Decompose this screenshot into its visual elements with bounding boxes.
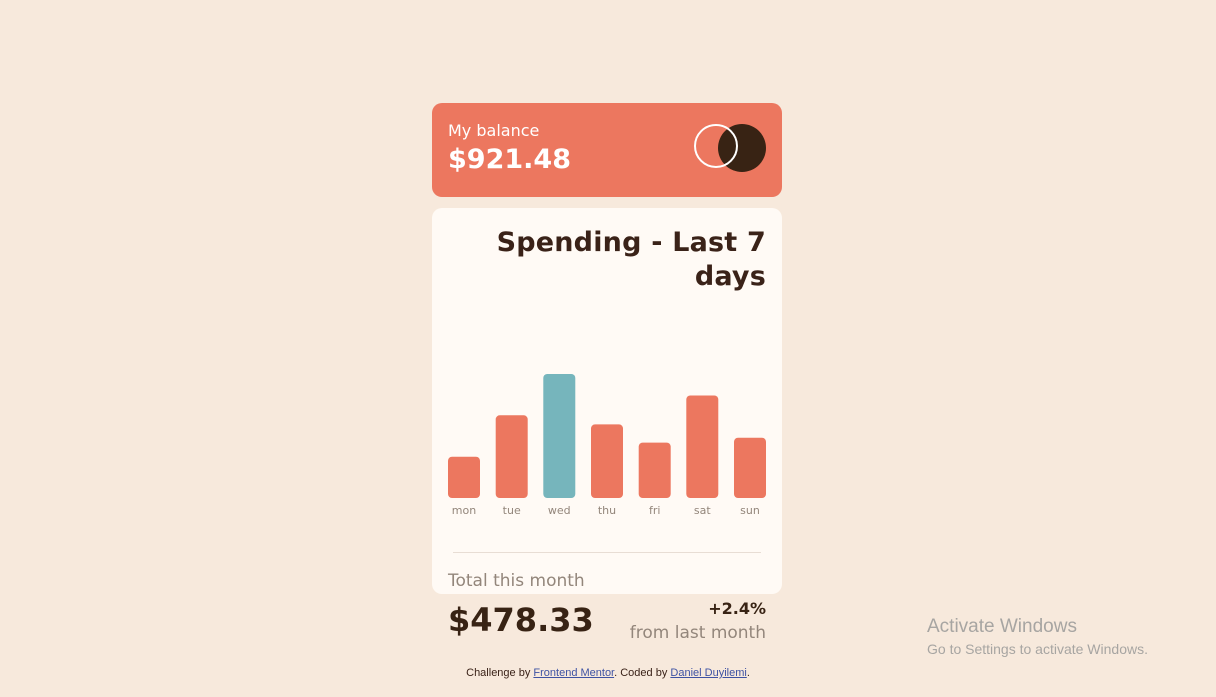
attribution-suffix: . bbox=[746, 667, 750, 679]
spending-title: Spending - Last 7 days bbox=[496, 227, 766, 292]
author-link[interactable]: Daniel Duyilemi bbox=[670, 667, 747, 679]
spending-card: Spending - Last 7 days mon tue wed thu fri sa… bbox=[432, 208, 782, 643]
balance-amount: $921.48 bbox=[448, 144, 571, 175]
windows-activation-watermark: Activate Windows Go to Settings to activ… bbox=[927, 616, 1148, 660]
attribution: Challenge by Frontend Mentor. Coded by D… bbox=[0, 667, 1216, 679]
change-summary: +2.4% from last month bbox=[630, 597, 766, 645]
frontend-mentor-link[interactable]: Frontend Mentor bbox=[533, 667, 615, 679]
day-label-thu: thu bbox=[598, 504, 616, 517]
bar-tue[interactable] bbox=[495, 415, 528, 498]
bar-sat[interactable] bbox=[686, 395, 719, 499]
total-amount: $478.33 bbox=[448, 601, 594, 639]
total-label: Total this month bbox=[448, 571, 585, 591]
day-label-wed: wed bbox=[548, 504, 571, 517]
total-row: $478.33 +2.4% from last month bbox=[448, 597, 766, 657]
expenses-widget: My balance $921.48 Spending - Last 7 day… bbox=[432, 103, 782, 643]
day-label-fri: fri bbox=[649, 504, 660, 517]
day-label-mon: mon bbox=[452, 504, 476, 517]
bar-fri[interactable] bbox=[638, 442, 671, 498]
day-label-tue: tue bbox=[503, 504, 521, 517]
watermark-subtitle: Go to Settings to activate Windows. bbox=[927, 641, 1148, 657]
divider bbox=[453, 552, 761, 553]
attribution-prefix: Challenge by bbox=[466, 667, 534, 679]
balance-label: My balance bbox=[448, 121, 540, 140]
balance-card: My balance $921.48 bbox=[432, 103, 782, 197]
change-label: from last month bbox=[629, 623, 766, 643]
watermark-title: Activate Windows bbox=[927, 616, 1077, 637]
day-label-sat: sat bbox=[694, 504, 711, 517]
bar-sun[interactable] bbox=[734, 437, 766, 498]
day-label-sun: sun bbox=[740, 504, 760, 517]
bar-chart: mon tue wed thu fri sat sun bbox=[448, 374, 766, 517]
two-circles-logo-icon bbox=[694, 124, 766, 172]
spending-chart: mon tue wed thu fri sat sun bbox=[448, 338, 766, 528]
bar-thu[interactable] bbox=[591, 424, 623, 498]
change-percent: +2.4% bbox=[708, 599, 766, 618]
bar-mon[interactable] bbox=[448, 456, 480, 498]
bar-wed[interactable] bbox=[543, 374, 576, 498]
logo-outline-circle bbox=[694, 124, 738, 168]
attribution-middle: . Coded by bbox=[614, 667, 671, 679]
